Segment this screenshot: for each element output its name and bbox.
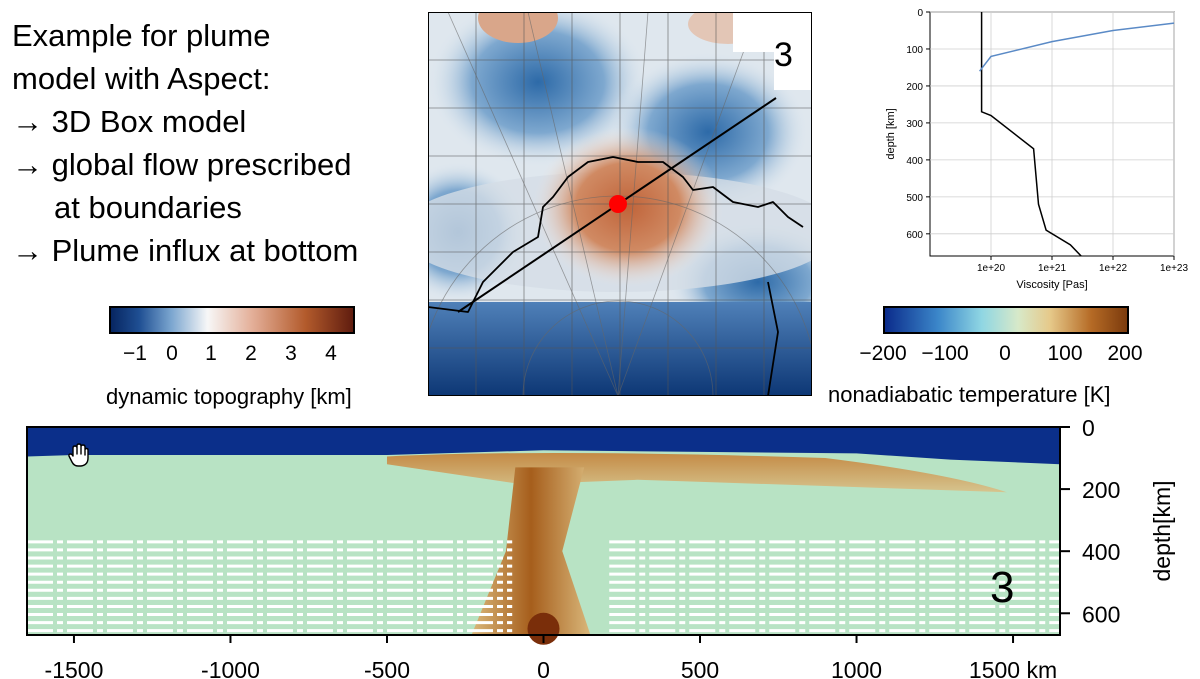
topo-tick: 0 [166, 342, 178, 365]
temp-tick: 100 [1047, 342, 1083, 365]
topo-tick: −1 [123, 342, 147, 365]
temp-tick: −100 [921, 342, 969, 365]
bullet-line: model with Aspect: [12, 61, 271, 96]
x-tick-label: 1e+22 [1099, 263, 1128, 274]
y-tick-label: 200 [1082, 477, 1120, 503]
map-panel-number: 3 [774, 36, 793, 74]
hand-cursor-icon [66, 442, 92, 468]
cross-section-chart: -1500 -1000 -500 0 500 1000 1500 km 0 200 400 600 d… [26, 415, 1175, 679]
plume-core [527, 612, 560, 645]
topography-colorbar [109, 306, 355, 334]
topo-tick: 2 [245, 342, 257, 365]
y-tick-label: 0 [1082, 415, 1095, 441]
bullet-line: → global flow prescribed [12, 147, 352, 182]
x-tick-label: 0 [537, 657, 550, 679]
topo-tick: 1 [205, 342, 217, 365]
section-panel-number: 3 [990, 563, 1014, 612]
y-tick-label: 500 [906, 193, 923, 204]
y-tick-label: 0 [917, 8, 923, 19]
white-band-artefacts [27, 540, 1060, 633]
x-tick-label: 1000 [831, 657, 882, 679]
bullet-line: at boundaries [54, 190, 242, 225]
y-axis-label: depth [km] [885, 108, 897, 159]
x-tick-label: 1500 km [969, 657, 1057, 679]
y-tick-label: 600 [906, 230, 923, 241]
viscosity-series-1 [979, 22, 1175, 72]
y-tick-label: 600 [1082, 601, 1120, 627]
y-tick-label: 100 [906, 45, 923, 56]
y-tick-label: 400 [1082, 539, 1120, 565]
x-tick-label: -1000 [201, 657, 260, 679]
bullet-list: Example for plume model with Aspect: → 3… [12, 14, 422, 272]
y-tick-label: 200 [906, 82, 923, 93]
x-tick-label: 500 [681, 657, 719, 679]
plume-stem [471, 467, 591, 635]
temp-tick: 200 [1107, 342, 1143, 365]
topo-tick: 3 [285, 342, 297, 365]
temp-tick: −200 [859, 342, 907, 365]
topo-colorbar-label: dynamic topography [km] [106, 384, 352, 409]
dynamic-topography-map: 3 [428, 12, 812, 396]
bullet-line: Example for plume [12, 18, 271, 53]
y-tick-label: 300 [906, 119, 923, 130]
temp-tick: 0 [999, 342, 1011, 365]
viscosity-profile-chart: 1e+20 1e+21 1e+22 1e+23 0 100 200 300 400 500 600 V… [885, 8, 1189, 291]
x-tick-label: 1e+20 [977, 263, 1006, 274]
plume-location-marker [609, 195, 627, 213]
bullet-line: → Plume influx at bottom [12, 233, 359, 268]
x-tick-label: -500 [364, 657, 410, 679]
temperature-colorbar [883, 306, 1129, 334]
bullet-line: → 3D Box model [12, 104, 247, 139]
x-axis-label: Viscosity [Pas] [1016, 279, 1087, 291]
x-tick-label: -1500 [45, 657, 104, 679]
x-tick-label: 1e+21 [1038, 263, 1067, 274]
y-axis-label: depth[km] [1149, 481, 1175, 582]
topo-tick: 4 [325, 342, 337, 365]
temp-colorbar-label: nonadiabatic temperature [K] [828, 382, 1111, 407]
y-tick-label: 400 [906, 156, 923, 167]
x-tick-label: 1e+23 [1160, 263, 1189, 274]
viscosity-series-0 [980, 12, 1082, 257]
